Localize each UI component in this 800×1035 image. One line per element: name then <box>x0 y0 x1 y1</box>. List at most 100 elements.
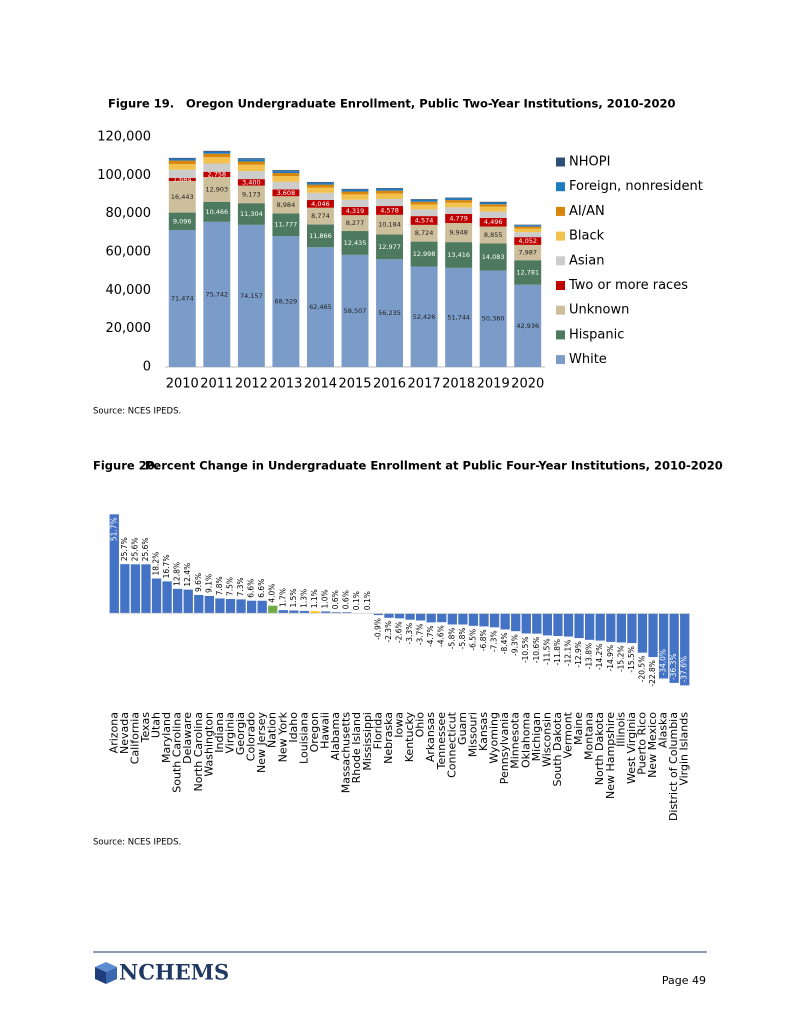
bar-segment <box>203 171 231 178</box>
bar <box>447 613 457 625</box>
bar-segment <box>306 182 334 185</box>
value-label: 1.0% <box>321 589 330 608</box>
legend-label: Asian <box>569 253 604 268</box>
value-label: 0.1% <box>363 591 372 610</box>
value-label: 7.5% <box>225 577 234 596</box>
bar-segment <box>479 270 507 367</box>
x-tick-label: Wisconsin <box>540 712 553 767</box>
x-tick-label: Louisiana <box>297 712 310 764</box>
bar-segment <box>272 196 300 214</box>
legend-swatch <box>556 256 565 266</box>
value-label: -2.3% <box>384 621 393 643</box>
x-tick-label: 2010 <box>166 377 199 392</box>
x-tick-label: Wyoming <box>488 712 501 764</box>
y-tick-label: 40,000 <box>106 283 152 298</box>
value-label: 12,781 <box>516 268 539 276</box>
x-tick-label: South Carolina <box>171 712 184 793</box>
bar-segment <box>376 198 404 207</box>
source-note: Source: NCES IPEDS. <box>93 407 181 417</box>
x-tick-label: 2013 <box>269 377 302 392</box>
x-tick-label: 2012 <box>235 377 268 392</box>
bar <box>331 612 341 614</box>
x-tick-label: Georgia <box>234 712 247 755</box>
bar <box>278 610 288 614</box>
bar-segment <box>168 160 196 165</box>
bar <box>405 613 415 620</box>
bar <box>616 613 626 643</box>
bar <box>373 613 384 616</box>
x-tick-label: Oklahoma <box>519 712 532 768</box>
value-label: -8.4% <box>500 632 509 654</box>
bar-segment <box>341 215 369 232</box>
bar-segment <box>514 228 542 233</box>
x-tick-label: Nation <box>266 712 279 748</box>
legend-label: White <box>569 352 607 367</box>
figure-number: Figure 20. <box>93 459 159 473</box>
bar-segment <box>168 177 196 182</box>
source-note: Source: NCES IPEDS. <box>93 838 181 848</box>
x-tick-label: 2014 <box>304 377 337 392</box>
bar <box>215 598 225 614</box>
value-label: -13.8% <box>585 643 594 670</box>
bar <box>458 613 468 625</box>
value-label: -34.0% <box>659 649 668 676</box>
bar-segment <box>410 224 438 242</box>
bar <box>173 588 183 614</box>
x-tick-label: Missouri <box>466 712 479 757</box>
value-label: 12,903 <box>205 185 228 193</box>
value-label: 74,157 <box>240 292 263 300</box>
bar <box>289 610 299 614</box>
bar-segment <box>445 197 473 199</box>
value-label: 9,173 <box>242 190 261 198</box>
legend-swatch <box>556 305 565 315</box>
legend-label: AI/AN <box>569 204 605 219</box>
value-label: 8,774 <box>311 212 330 220</box>
bar-segment <box>479 211 507 218</box>
y-tick-label: 0 <box>143 360 151 375</box>
value-label: 7.3% <box>236 577 245 596</box>
value-label: 8,984 <box>277 201 296 209</box>
bar-segment <box>168 230 196 367</box>
value-label: 9.1% <box>204 574 213 593</box>
bar-segment <box>410 204 438 210</box>
x-tick-label: Maine <box>572 712 585 745</box>
value-label: 12,435 <box>344 239 367 247</box>
bar <box>521 613 531 634</box>
bar-segment <box>376 259 404 367</box>
x-tick-label: Puerto Rico <box>635 712 648 775</box>
value-label: 8,277 <box>346 219 365 227</box>
bar <box>563 613 574 637</box>
bar-segment <box>376 188 404 191</box>
value-label: -15.2% <box>616 645 625 672</box>
bar-segment <box>445 267 473 367</box>
value-label: -0.9% <box>373 618 382 640</box>
value-label: 75,742 <box>205 290 228 298</box>
bar <box>320 611 331 614</box>
bar-segment <box>445 202 473 208</box>
bar-segment <box>306 199 334 208</box>
value-label: 71,474 <box>171 295 194 303</box>
value-label: -14.2% <box>595 644 604 671</box>
bar-segment <box>306 192 334 200</box>
bar-segment <box>203 221 231 367</box>
bar-segment <box>514 260 542 285</box>
bar-segment <box>445 200 473 203</box>
x-tick-label: Indiana <box>213 712 226 753</box>
bar-segment <box>237 164 265 172</box>
x-tick-label: 2017 <box>408 377 441 392</box>
logo-icon <box>95 962 117 984</box>
bar-segment <box>272 170 300 172</box>
legend-swatch <box>556 206 565 216</box>
bar <box>141 564 151 614</box>
bar <box>500 613 510 630</box>
legend-label: Hispanic <box>569 327 624 342</box>
x-tick-label: Ohio <box>414 712 427 738</box>
bar <box>468 613 479 626</box>
value-label: -10.6% <box>532 637 541 664</box>
value-label: 62,465 <box>309 303 332 311</box>
bar-segment <box>479 217 507 227</box>
value-label: 42,936 <box>516 322 539 330</box>
value-label: 12.4% <box>183 563 192 587</box>
bar-segment <box>514 226 542 229</box>
